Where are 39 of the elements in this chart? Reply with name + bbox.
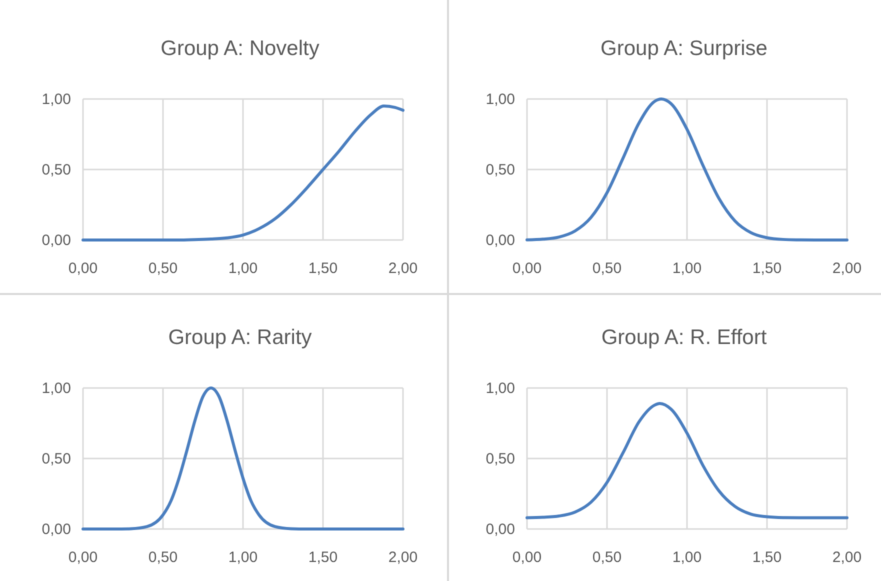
y-tick-label: 0,50 [42,162,71,178]
x-tick-label: 1,00 [672,260,702,277]
y-tick-label: 1,00 [42,380,71,397]
x-tick-label: 1,00 [228,260,258,277]
x-tick-label: 1,50 [308,260,338,277]
line-series [526,98,848,242]
x-tick-label: 0,00 [512,260,542,277]
y-tick-label: 0,00 [42,232,71,249]
x-tick-label: 0,50 [592,260,622,277]
x-tick-label: 1,50 [752,260,782,277]
y-tick-label: 1,00 [486,380,515,397]
x-tick-label: 1,00 [228,549,258,566]
y-tick-label: 1,00 [42,91,71,108]
x-tick-label: 2,00 [388,260,418,277]
chart-title: Group A: R. Effort [601,326,767,349]
line-series [526,402,848,520]
y-tick-label: 0,00 [486,521,515,538]
chart-title: Group A: Surprise [600,37,768,60]
x-tick-label: 0,00 [68,549,98,566]
chart-title: Group A: Rarity [168,326,312,349]
x-tick-label: 2,00 [832,260,862,277]
x-tick-label: 2,00 [832,549,862,566]
y-tick-label: 1,00 [486,91,515,108]
x-tick-label: 0,50 [592,549,622,566]
x-tick-label: 0,00 [512,549,542,566]
x-tick-label: 2,00 [388,549,418,566]
chart-title: Group A: Novelty [160,37,320,60]
y-tick-label: 0,00 [486,232,515,249]
y-tick-label: 0,50 [42,450,71,468]
x-tick-label: 0,50 [148,549,178,566]
y-tick-label: 0,50 [486,450,515,468]
y-tick-label: 0,50 [486,162,515,178]
x-tick-label: 1,50 [308,549,338,566]
y-tick-label: 0,00 [42,521,71,538]
x-tick-label: 0,50 [148,260,178,277]
x-tick-label: 1,00 [672,549,702,566]
x-tick-label: 1,50 [752,549,782,566]
x-tick-label: 0,00 [68,260,98,277]
line-series [82,386,404,530]
